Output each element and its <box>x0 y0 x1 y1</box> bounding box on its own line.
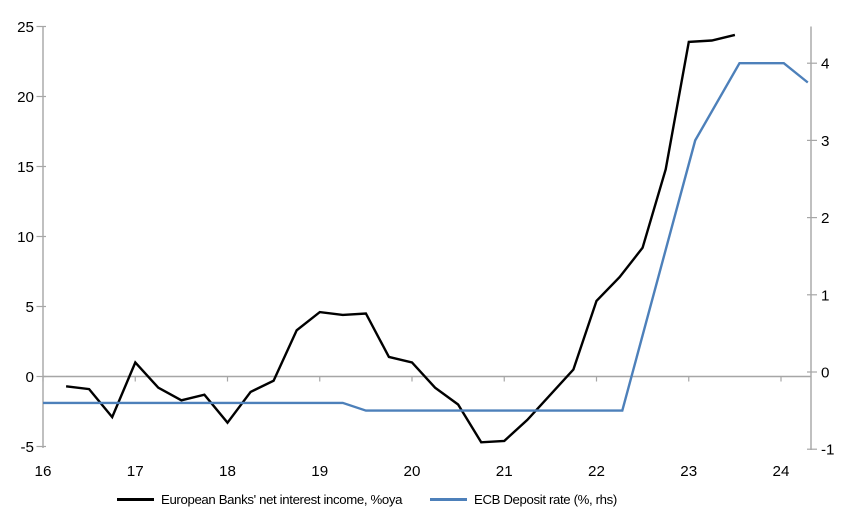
left-axis-tick-label: 5 <box>26 299 34 316</box>
x-axis-tick-label: 22 <box>588 463 605 480</box>
left-axis-tick-label: -5 <box>20 439 34 456</box>
right-axis-tick-label: 2 <box>821 210 829 227</box>
x-axis-tick-label: 24 <box>773 463 790 480</box>
x-axis-tick-label: 18 <box>219 463 236 480</box>
right-axis-tick-label: 0 <box>821 365 829 382</box>
left-axis-tick-label: 20 <box>17 89 34 106</box>
right-axis-tick-label: 3 <box>821 133 829 150</box>
ecb-deposit-rate-line-series <box>43 62 809 412</box>
left-axis-tick-label: 10 <box>17 229 34 246</box>
right-axis-tick-label: 4 <box>821 56 829 73</box>
x-axis-tick-label: 21 <box>496 463 513 480</box>
x-axis-tick-label: 19 <box>311 463 328 480</box>
nii-line-series <box>65 33 736 444</box>
left-axis-tick-label: 0 <box>26 369 34 386</box>
right-axis-tick-label: 1 <box>821 287 829 304</box>
x-axis-tick-label: 23 <box>680 463 697 480</box>
left-axis-tick-label: 25 <box>17 19 34 36</box>
x-axis-tick-label: 16 <box>35 463 52 480</box>
x-axis-tick-label: 17 <box>127 463 144 480</box>
right-axis-tick-label: -1 <box>821 442 835 459</box>
x-axis-tick-label: 20 <box>404 463 421 480</box>
left-axis-tick-label: 15 <box>17 159 34 176</box>
